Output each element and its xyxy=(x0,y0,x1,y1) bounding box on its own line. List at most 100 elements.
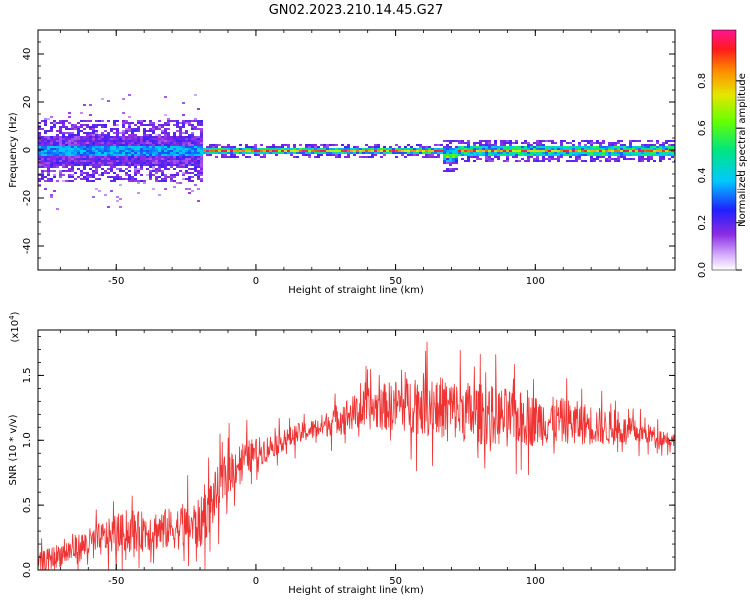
heatmap-cell xyxy=(113,178,116,180)
heatmap-cell xyxy=(326,154,329,156)
heatmap-cell xyxy=(197,108,200,110)
heatmap-cell xyxy=(80,152,83,154)
heatmap-cell xyxy=(197,162,200,164)
heatmap-cell xyxy=(527,156,530,158)
heatmap-cell xyxy=(152,124,155,126)
heatmap-cell xyxy=(389,150,392,152)
heatmap-cell xyxy=(455,168,458,170)
heatmap-cell xyxy=(173,134,176,136)
heatmap-cell xyxy=(113,124,116,126)
heatmap-cell xyxy=(251,152,254,154)
heatmap-cell xyxy=(671,156,674,158)
heatmap-cell xyxy=(65,120,68,122)
heatmap-cell xyxy=(323,152,326,154)
heatmap-cell xyxy=(137,140,140,142)
heatmap-cell xyxy=(545,158,548,160)
heatmap-cell xyxy=(89,128,92,130)
heatmap-cell xyxy=(137,146,140,148)
heatmap-cell xyxy=(563,154,566,156)
heatmap-cell xyxy=(356,148,359,150)
heatmap-cell xyxy=(635,146,638,148)
heatmap-cell xyxy=(548,156,551,158)
heatmap-cell xyxy=(47,156,50,158)
heatmap-cell xyxy=(74,172,77,174)
heatmap-cell xyxy=(620,150,623,152)
heatmap-cell xyxy=(599,146,602,148)
heatmap-cell xyxy=(59,122,62,124)
heatmap-cell xyxy=(44,148,47,150)
colorbar-tick-label: 0.8 xyxy=(697,73,708,89)
heatmap-cell xyxy=(185,166,188,168)
heatmap-cell xyxy=(350,152,353,154)
heatmap-cell xyxy=(407,148,410,150)
heatmap-cell xyxy=(452,162,455,164)
heatmap-cell xyxy=(86,124,89,126)
heatmap-cell xyxy=(89,168,92,170)
heatmap-cell xyxy=(134,134,137,136)
heatmap-cell xyxy=(125,172,128,174)
heatmap-cell xyxy=(143,152,146,154)
heatmap-cell xyxy=(188,160,191,162)
heatmap-cell xyxy=(89,150,92,152)
heatmap-cell xyxy=(149,166,152,168)
heatmap-cell xyxy=(119,178,122,180)
heatmap-cell xyxy=(182,158,185,160)
heatmap-cell xyxy=(128,136,131,138)
heatmap-cell xyxy=(476,156,479,158)
heatmap-cell xyxy=(68,174,71,176)
heatmap-cell xyxy=(257,152,260,154)
heatmap-cell xyxy=(128,138,131,140)
heatmap-cell xyxy=(77,152,80,154)
heatmap-cell xyxy=(191,146,194,148)
heatmap-cell xyxy=(629,148,632,150)
heatmap-cell xyxy=(533,142,536,144)
heatmap-cell xyxy=(455,162,458,164)
heatmap-cell xyxy=(185,146,188,148)
heatmap-cell xyxy=(362,152,365,154)
heatmap-cell xyxy=(473,150,476,152)
heatmap-cell xyxy=(398,148,401,150)
heatmap-cell xyxy=(149,176,152,178)
heatmap-cell xyxy=(551,152,554,154)
heatmap-cell xyxy=(173,144,176,146)
heatmap-cell xyxy=(566,160,569,162)
heatmap-cell xyxy=(56,122,59,124)
heatmap-cell xyxy=(632,152,635,154)
heatmap-cell xyxy=(158,140,161,142)
heatmap-cell xyxy=(572,150,575,152)
heatmap-cell xyxy=(173,174,176,176)
heatmap-cell xyxy=(176,140,179,142)
heatmap-cell xyxy=(446,140,449,142)
heatmap-cell xyxy=(176,150,179,152)
heatmap-cell xyxy=(116,164,119,166)
heatmap-cell xyxy=(557,154,560,156)
heatmap-cell xyxy=(446,152,449,154)
heatmap-cell xyxy=(515,148,518,150)
heatmap-cell xyxy=(311,148,314,150)
heatmap-cell xyxy=(188,188,191,190)
heatmap-cell xyxy=(137,130,140,132)
heatmap-cell xyxy=(524,140,527,142)
heatmap-cell xyxy=(668,144,671,146)
heatmap-cell xyxy=(197,176,200,178)
heatmap-cell xyxy=(182,136,185,138)
heatmap-cell xyxy=(218,152,221,154)
heatmap-cell xyxy=(149,170,152,172)
heatmap-cell xyxy=(110,164,113,166)
heatmap-cell xyxy=(191,176,194,178)
heatmap-cell xyxy=(518,150,521,152)
heatmap-cell xyxy=(239,152,242,154)
heatmap-cell xyxy=(539,152,542,154)
heatmap-cell xyxy=(92,164,95,166)
heatmap-cell xyxy=(197,124,200,126)
heatmap-cell xyxy=(89,176,92,178)
heatmap-cell xyxy=(38,148,41,150)
heatmap-cell xyxy=(71,140,74,142)
heatmap-cell xyxy=(644,146,647,148)
heatmap-cell xyxy=(161,156,164,158)
heatmap-cell xyxy=(200,158,203,160)
heatmap-cell xyxy=(152,156,155,158)
heatmap-cell xyxy=(146,168,149,170)
heatmap-cell xyxy=(230,148,233,150)
heatmap-cell xyxy=(467,140,470,142)
